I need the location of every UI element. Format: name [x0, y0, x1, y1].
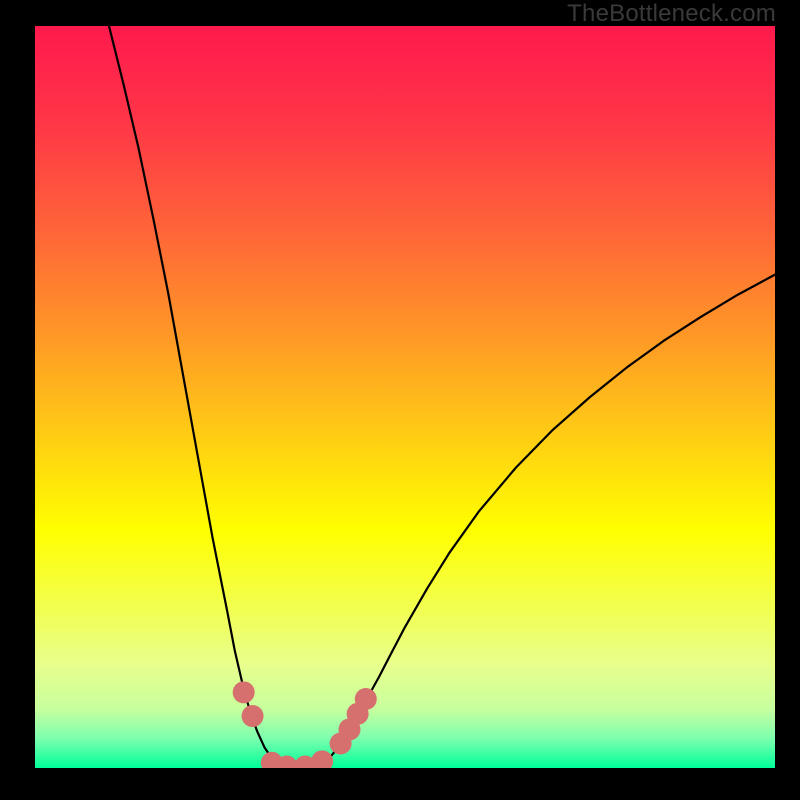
- marker-point: [311, 750, 333, 772]
- marker-point: [355, 688, 377, 710]
- marker-point: [242, 705, 264, 727]
- watermark-text: TheBottleneck.com: [567, 0, 776, 28]
- chart-container: TheBottleneck.com: [0, 0, 800, 800]
- chart-svg: [0, 0, 800, 800]
- curve-left: [109, 26, 294, 768]
- marker-point: [233, 681, 255, 703]
